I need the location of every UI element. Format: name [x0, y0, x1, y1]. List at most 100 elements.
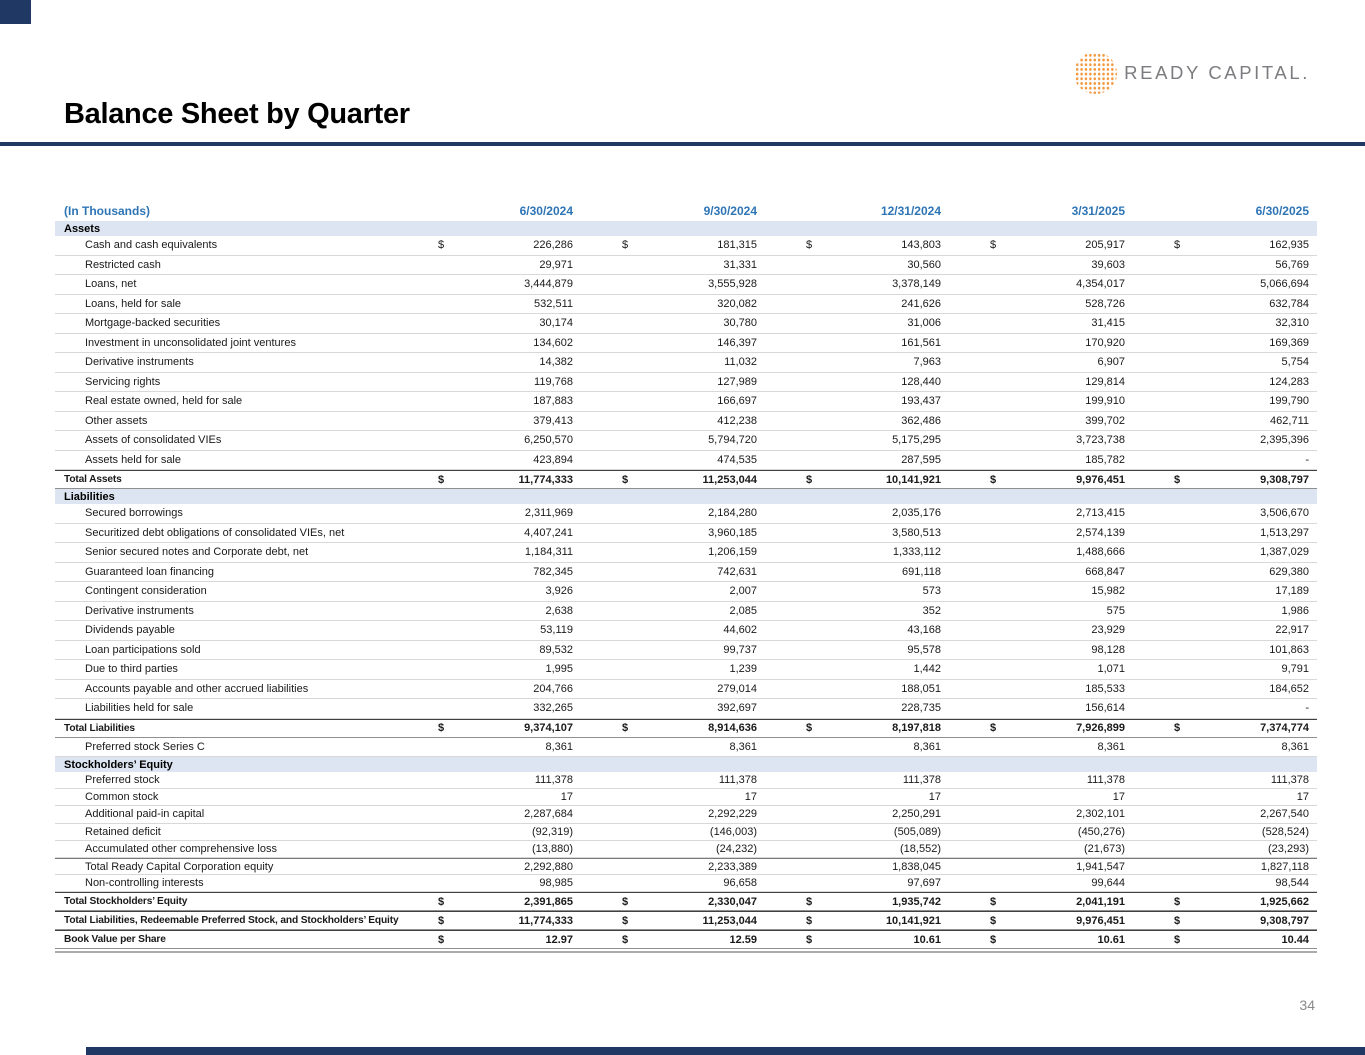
value: 187,883: [533, 395, 573, 408]
value: 362,486: [901, 414, 941, 427]
value: 161,561: [901, 336, 941, 349]
column-header: 9/30/2024: [703, 203, 757, 218]
value: 3,555,928: [708, 278, 757, 291]
section-header: Liabilities: [55, 489, 1317, 504]
table-row: Total Liabilities $9,374,107 $8,914,636 $8,…: [55, 718, 1317, 738]
row-label: Senior secured notes and Corporate debt,…: [85, 546, 309, 559]
value-cell: $11,253,044: [581, 471, 765, 488]
value: 17: [1296, 791, 1309, 804]
value: 8,361: [1097, 740, 1125, 753]
value-cell: 22,917: [1133, 621, 1317, 640]
value: (146,003): [709, 825, 757, 838]
value-cell: 332,265: [397, 699, 581, 718]
value: 3,506,670: [1260, 507, 1309, 520]
value-cell: 1,827,118: [1133, 859, 1317, 874]
value-cell: (92,319): [397, 824, 581, 840]
value-cell: 629,380: [1133, 563, 1317, 582]
value-cell: $7,374,774: [1133, 720, 1317, 737]
value: 8,914,636: [708, 722, 757, 734]
value-cell: $181,315: [581, 236, 765, 255]
row-label: Total Assets: [64, 474, 122, 485]
value: 98,544: [1275, 877, 1309, 890]
value: 1,838,045: [892, 860, 941, 873]
dollar-sign: $: [438, 933, 445, 946]
value: 332,265: [533, 702, 573, 715]
table-row: Loans, held for sale 532,511 320,082 241,62…: [55, 295, 1317, 314]
table-row: Guaranteed loan financing 782,345 742,631 6…: [55, 563, 1317, 582]
value: 2,233,389: [708, 860, 757, 873]
row-label: Derivative instruments: [85, 356, 194, 369]
value-cell: $12.59: [581, 931, 765, 948]
value-cell: 111,378: [765, 772, 949, 788]
table-row: Preferred stock 111,378 111,378 111,378 111,…: [55, 772, 1317, 790]
value: 3,444,879: [524, 278, 573, 291]
value: 782,345: [533, 565, 573, 578]
value: 1,071: [1097, 663, 1125, 676]
table-row: Dividends payable 53,119 44,602 43,168 23,92…: [55, 621, 1317, 641]
value-cell: 573: [765, 582, 949, 601]
value-cell: $10,141,921: [765, 471, 949, 488]
value: (528,524): [1261, 825, 1309, 838]
table-row: Assets of consolidated VIEs 6,250,570 5,79…: [55, 431, 1317, 451]
value: 124,283: [1269, 375, 1309, 388]
value: 188,051: [901, 682, 941, 695]
row-label: Common stock: [85, 791, 159, 804]
value-cell: 8,361: [397, 738, 581, 757]
value: 1,387,029: [1260, 546, 1309, 559]
value: 7,963: [913, 356, 941, 369]
row-label: Guaranteed loan financing: [85, 565, 215, 578]
value: 56,769: [1275, 258, 1309, 271]
dollar-sign: $: [622, 722, 629, 734]
row-label: Retained deficit: [85, 825, 161, 838]
value-cell: 11,032: [581, 353, 765, 372]
value: 2,311,969: [524, 507, 573, 520]
value: 14,382: [539, 356, 573, 369]
table-row: Total Ready Capital Corporation equity 2,…: [55, 857, 1317, 876]
value-cell: 3,580,513: [765, 524, 949, 543]
table-row: Additional paid-in capital 2,287,684 2,292…: [55, 806, 1317, 824]
value: 10.44: [1281, 933, 1309, 946]
value-cell: 320,082: [581, 295, 765, 314]
value: 10,141,921: [885, 914, 941, 927]
value-cell: 632,784: [1133, 295, 1317, 314]
row-label: Book Value per Share: [64, 934, 166, 946]
value: 10,141,921: [885, 473, 941, 486]
table-header-row: (In Thousands) 6/30/2024 9/30/2024 12/31…: [55, 200, 1317, 221]
table-row: Total Assets $11,774,333 $11,253,044 $10,14…: [55, 470, 1317, 489]
value-cell: 3,378,149: [765, 275, 949, 294]
value-cell: 124,283: [1133, 373, 1317, 392]
value: 1,925,662: [1260, 895, 1309, 908]
dollar-sign: $: [990, 722, 997, 734]
value: 2,035,176: [892, 507, 941, 520]
value-cell: 187,883: [397, 392, 581, 411]
value-cell: 43,168: [765, 621, 949, 640]
value: 127,989: [717, 375, 757, 388]
value-cell: 5,754: [1133, 353, 1317, 372]
value: 99,644: [1091, 877, 1125, 890]
value-cell: 2,035,176: [765, 504, 949, 523]
value-cell: 1,239: [581, 660, 765, 679]
value: (450,276): [1077, 825, 1125, 838]
table-row: Derivative instruments 14,382 11,032 7,963 6…: [55, 353, 1317, 373]
value: 1,513,297: [1260, 526, 1309, 539]
value-cell: 8,361: [581, 738, 765, 757]
value-cell: $2,041,191: [949, 893, 1133, 910]
value-cell: (528,524): [1133, 824, 1317, 840]
value: 9,308,797: [1260, 473, 1309, 486]
value-cell: $10.61: [949, 931, 1133, 948]
value-cell: 241,626: [765, 295, 949, 314]
value-cell: 287,595: [765, 451, 949, 470]
value-cell: 184,652: [1133, 680, 1317, 699]
value-cell: 2,267,540: [1133, 806, 1317, 822]
value-cell: 4,354,017: [949, 275, 1133, 294]
value-cell: 169,369: [1133, 334, 1317, 353]
value: 169,369: [1269, 336, 1309, 349]
value-cell: 7,963: [765, 353, 949, 372]
value: 6,907: [1097, 356, 1125, 369]
dollar-sign: $: [806, 473, 813, 486]
value-cell: 742,631: [581, 563, 765, 582]
value: 2,267,540: [1260, 808, 1309, 821]
value: 668,847: [1085, 565, 1125, 578]
value-cell: 53,119: [397, 621, 581, 640]
value-cell: (13,880): [397, 841, 581, 857]
